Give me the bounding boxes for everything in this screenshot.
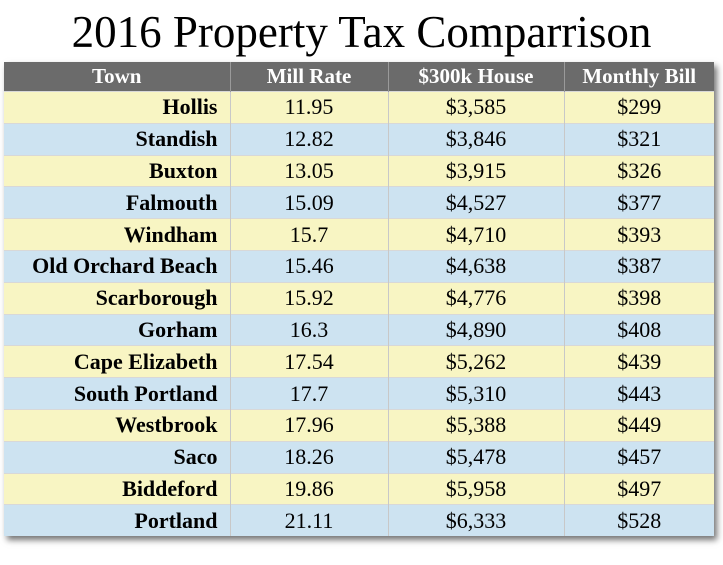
mill-rate-cell: 13.05 xyxy=(230,154,389,187)
town-cell: Gorham xyxy=(4,313,231,346)
table-row: Westbrook 17.96 $5,388 $449 xyxy=(4,408,714,442)
table-row: Falmouth 15.09 $4,527 $377 xyxy=(4,186,714,219)
header-row: Town Mill Rate $300k House Monthly Bill xyxy=(4,62,714,92)
table-row: Saco 18.26 $5,478 $457 xyxy=(4,440,714,474)
monthly-bill-cell: $408 xyxy=(564,313,714,346)
table-row: South Portland 17.7 $5,310 $443 xyxy=(4,377,714,410)
monthly-bill-cell: $443 xyxy=(564,377,714,410)
house-tax-cell: $3,585 xyxy=(388,91,565,124)
town-cell: Standish xyxy=(4,122,231,156)
table-row: Biddeford 19.86 $5,958 $497 xyxy=(4,472,714,505)
column-header-town: Town xyxy=(4,62,231,92)
mill-rate-cell: 17.7 xyxy=(230,377,389,410)
table-title: 2016 Property Tax Comparrison xyxy=(71,7,652,57)
monthly-bill-cell: $377 xyxy=(564,186,714,219)
town-cell: Falmouth xyxy=(4,186,231,219)
monthly-bill-cell: $387 xyxy=(564,249,714,283)
house-tax-cell: $4,710 xyxy=(388,218,565,251)
mill-rate-cell: 18.26 xyxy=(230,440,389,474)
house-tax-cell: $4,890 xyxy=(388,313,565,346)
house-tax-cell: $3,915 xyxy=(388,154,565,187)
table-row: Portland 21.11 $6,333 $528 xyxy=(4,504,714,537)
house-tax-cell: $5,310 xyxy=(388,377,565,410)
table-row: Buxton 13.05 $3,915 $326 xyxy=(4,154,714,187)
monthly-bill-cell: $321 xyxy=(564,122,714,156)
mill-rate-cell: 17.96 xyxy=(230,408,389,442)
monthly-bill-cell: $326 xyxy=(564,154,714,187)
table-row: Cape Elizabeth 17.54 $5,262 $439 xyxy=(4,345,714,378)
town-cell: Windham xyxy=(4,218,231,251)
column-header-mill-rate: Mill Rate xyxy=(230,62,389,92)
mill-rate-cell: 15.46 xyxy=(230,249,389,283)
mill-rate-cell: 19.86 xyxy=(230,472,389,505)
table-row: Gorham 16.3 $4,890 $408 xyxy=(4,313,714,346)
table-row: Windham 15.7 $4,710 $393 xyxy=(4,218,714,251)
monthly-bill-cell: $439 xyxy=(564,345,714,378)
town-cell: Hollis xyxy=(4,91,231,124)
column-header-house-value: $300k House xyxy=(388,62,565,92)
house-tax-cell: $5,478 xyxy=(388,440,565,474)
house-tax-cell: $5,388 xyxy=(388,408,565,442)
house-tax-cell: $4,527 xyxy=(388,186,565,219)
house-tax-cell: $5,958 xyxy=(388,472,565,505)
town-cell: Biddeford xyxy=(4,472,231,505)
table-row: Scarborough 15.92 $4,776 $398 xyxy=(4,281,714,315)
mill-rate-cell: 17.54 xyxy=(230,345,389,378)
monthly-bill-cell: $497 xyxy=(564,472,714,505)
town-cell: Cape Elizabeth xyxy=(4,345,231,378)
house-tax-cell: $4,776 xyxy=(388,281,565,315)
monthly-bill-cell: $393 xyxy=(564,218,714,251)
table-row: Old Orchard Beach 15.46 $4,638 $387 xyxy=(4,249,714,283)
mill-rate-cell: 15.7 xyxy=(230,218,389,251)
mill-rate-cell: 11.95 xyxy=(230,91,389,124)
monthly-bill-cell: $299 xyxy=(564,91,714,124)
mill-rate-cell: 12.82 xyxy=(230,122,389,156)
monthly-bill-cell: $528 xyxy=(564,504,714,537)
tax-comparison-table: Town Mill Rate $300k House Monthly Bill … xyxy=(4,62,714,537)
house-tax-cell: $3,846 xyxy=(388,122,565,156)
mill-rate-cell: 15.09 xyxy=(230,186,389,219)
town-cell: Saco xyxy=(4,440,231,474)
town-cell: Old Orchard Beach xyxy=(4,249,231,283)
table-body: Hollis 11.95 $3,585 $299 Standish 12.82 $3,846… xyxy=(4,91,714,537)
town-cell: Westbrook xyxy=(4,408,231,442)
mill-rate-cell: 21.11 xyxy=(230,504,389,537)
house-tax-cell: $6,333 xyxy=(388,504,565,537)
town-cell: Scarborough xyxy=(4,281,231,315)
town-cell: Buxton xyxy=(4,154,231,187)
table-row: Hollis 11.95 $3,585 $299 xyxy=(4,91,714,124)
table-row: Standish 12.82 $3,846 $321 xyxy=(4,122,714,156)
monthly-bill-cell: $398 xyxy=(564,281,714,315)
tax-table-container: Town Mill Rate $300k House Monthly Bill … xyxy=(4,62,714,537)
monthly-bill-cell: $449 xyxy=(564,408,714,442)
house-tax-cell: $4,638 xyxy=(388,249,565,283)
town-cell: South Portland xyxy=(4,377,231,410)
house-tax-cell: $5,262 xyxy=(388,345,565,378)
monthly-bill-cell: $457 xyxy=(564,440,714,474)
town-cell: Portland xyxy=(4,504,231,537)
mill-rate-cell: 15.92 xyxy=(230,281,389,315)
mill-rate-cell: 16.3 xyxy=(230,313,389,346)
column-header-monthly-bill: Monthly Bill xyxy=(564,62,714,92)
